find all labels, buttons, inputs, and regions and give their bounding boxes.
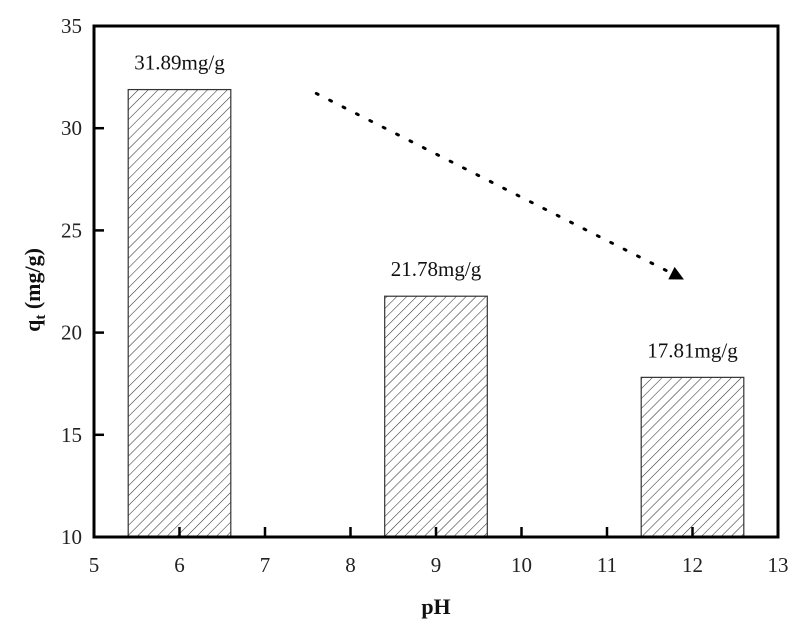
y-tick-label: 10 [61, 525, 82, 549]
bar [384, 295, 488, 538]
x-tick-label: 8 [345, 553, 356, 577]
bar [640, 376, 745, 538]
bar [127, 88, 232, 538]
trend-arrow [314, 91, 684, 280]
x-tick-label: 13 [768, 553, 789, 577]
bars-group [127, 88, 745, 538]
bar-labels-group: 31.89mg/g 21.78mg/g 17.81mg/g [134, 51, 738, 363]
x-tick-label: 6 [174, 553, 185, 577]
x-tick-label: 12 [682, 553, 703, 577]
x-axis-ticks: 5 6 7 8 9 10 11 12 13 [89, 527, 789, 577]
bar-value-label: 31.89mg/g [134, 51, 225, 75]
bar-value-label: 21.78mg/g [391, 257, 482, 281]
x-tick-label: 11 [597, 553, 617, 577]
x-tick-label: 9 [431, 553, 442, 577]
y-tick-label: 15 [61, 423, 82, 447]
y-tick-label: 30 [61, 116, 82, 140]
y-tick-label: 25 [61, 218, 82, 242]
bar-value-label: 17.81mg/g [647, 338, 738, 362]
arrowhead-icon [668, 266, 684, 280]
x-tick-label: 7 [260, 553, 271, 577]
y-axis-ticks: 10 15 20 25 30 35 [61, 14, 104, 549]
y-tick-label: 20 [61, 321, 82, 345]
y-tick-label: 35 [61, 14, 82, 38]
x-axis-title: pH [421, 594, 450, 619]
x-tick-label: 10 [511, 553, 532, 577]
x-tick-label: 5 [89, 553, 100, 577]
y-axis-title: qt (mg/g) [20, 248, 49, 332]
